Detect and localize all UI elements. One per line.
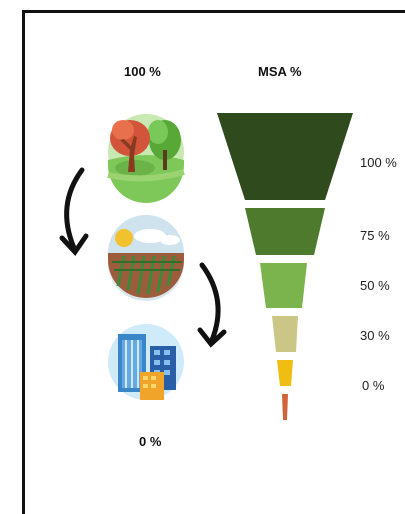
- diagram-frame: [22, 10, 405, 514]
- funnel-tip: [282, 394, 288, 420]
- funnel-segment-0: [277, 360, 293, 386]
- bottom-left-label: 0 %: [139, 434, 162, 449]
- funnel-segment-30: [272, 316, 298, 352]
- arrow-forest-to-cropland: [59, 167, 89, 256]
- funnel-segment-100: [217, 113, 353, 200]
- funnel-tick-100: 100 %: [360, 155, 397, 170]
- arrow-cropland-to-city: [197, 262, 227, 348]
- funnel-segment-50: [260, 263, 307, 308]
- funnel-segment-75: [245, 208, 325, 255]
- funnel-tick-0: 0 %: [362, 378, 385, 393]
- funnel-tick-50: 50 %: [360, 278, 390, 293]
- funnel-tick-75: 75 %: [360, 228, 390, 243]
- funnel-tick-30: 30 %: [360, 328, 390, 343]
- top-left-label: 100 %: [124, 64, 161, 79]
- forest-icon: [107, 114, 185, 203]
- city-icon: [108, 324, 184, 400]
- msa-header: MSA %: [258, 64, 302, 79]
- cropland-icon: [108, 215, 184, 301]
